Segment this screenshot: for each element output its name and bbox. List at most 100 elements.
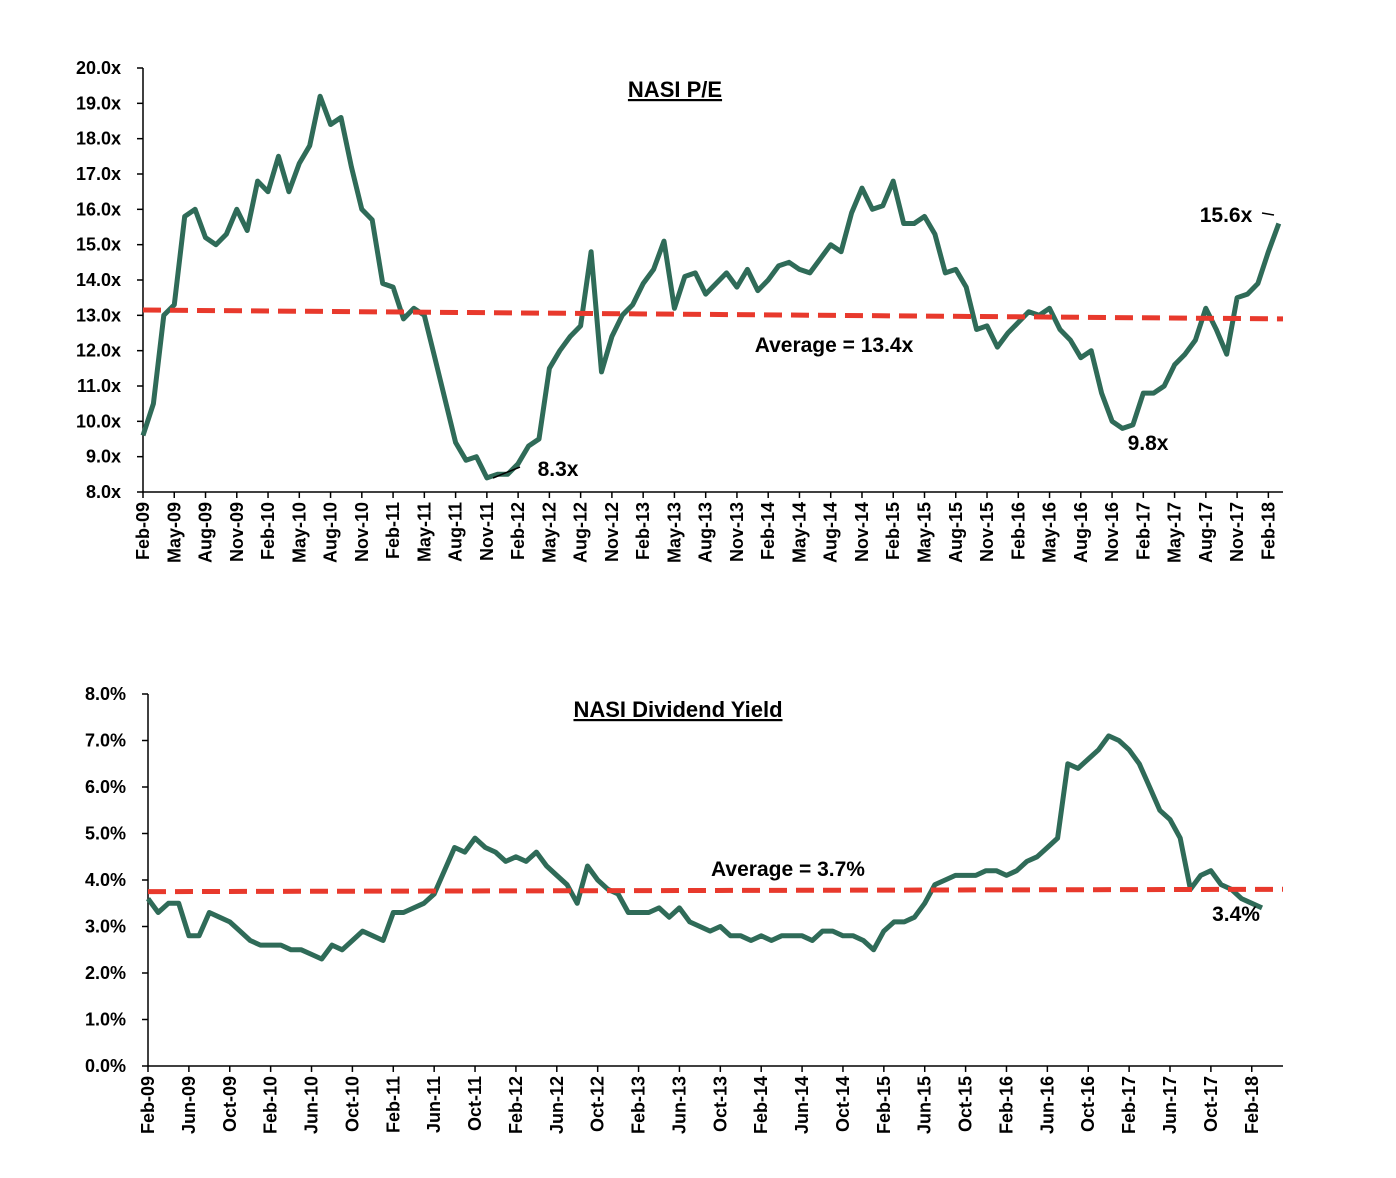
x-tick-label: Feb-16 <box>1008 502 1028 560</box>
y-tick-label: 12.0x <box>76 341 121 361</box>
y-tick-label: 17.0x <box>76 164 121 184</box>
y-tick-label: 5.0% <box>85 824 126 844</box>
x-tick-label: Jun-11 <box>424 1076 444 1133</box>
y-tick-label: 6.0% <box>85 777 126 797</box>
y-tick-label: 0.0% <box>85 1056 126 1076</box>
x-tick-label: May-17 <box>1165 502 1185 563</box>
x-tick-label: Nov-11 <box>477 502 497 561</box>
x-tick-label: Oct-13 <box>710 1076 730 1132</box>
x-tick-label: Jun-17 <box>1160 1076 1180 1134</box>
y-tick-label: 7.0% <box>85 731 126 751</box>
x-tick-label: Feb-17 <box>1133 502 1153 560</box>
x-tick-label: Aug-12 <box>571 502 591 563</box>
x-tick-label: Jun-10 <box>302 1076 322 1134</box>
x-tick-label: Jun-13 <box>669 1076 689 1134</box>
annotation-leader <box>492 466 521 479</box>
data-line <box>145 733 1264 962</box>
y-tick-label: 2.0% <box>85 963 126 983</box>
x-tick-label: Nov-13 <box>727 502 747 562</box>
x-tick-label: Feb-16 <box>996 1076 1016 1134</box>
y-tick-label: 13.0x <box>76 305 121 325</box>
x-tick-label: Feb-17 <box>1119 1076 1139 1134</box>
x-tick-label: Oct-14 <box>833 1076 853 1132</box>
y-tick-label: 18.0x <box>76 129 121 149</box>
x-tick-label: Nov-14 <box>852 502 872 562</box>
x-tick-label: Aug-17 <box>1196 502 1216 563</box>
x-tick-label: Feb-15 <box>883 502 903 560</box>
y-tick-label: 3.0% <box>85 917 126 937</box>
y-tick-label: 8.0% <box>85 684 126 704</box>
average-line <box>142 307 1284 322</box>
average-label: Average = 3.7% <box>711 858 865 881</box>
x-tick-label: Feb-14 <box>751 1076 771 1134</box>
average-label: Average = 13.4x <box>755 334 914 357</box>
x-tick-label: Jun-09 <box>179 1076 199 1134</box>
annotation: 9.8x <box>1128 432 1169 455</box>
y-tick-label: 19.0x <box>76 93 121 113</box>
x-tick-label: Nov-10 <box>352 502 372 562</box>
x-tick-label: Jun-14 <box>792 1076 812 1134</box>
x-tick-label: Nov-16 <box>1102 502 1122 562</box>
x-tick-label: May-10 <box>289 502 309 563</box>
y-tick-label: 15.0x <box>76 235 121 255</box>
y-tick-label: 16.0x <box>76 199 121 219</box>
x-tick-label: Jun-16 <box>1037 1076 1057 1134</box>
x-tick-label: Jun-12 <box>547 1076 567 1134</box>
x-tick-label: Feb-13 <box>633 502 653 560</box>
x-tick-label: Feb-09 <box>138 1076 158 1134</box>
x-tick-label: Oct-09 <box>220 1076 240 1132</box>
x-tick-label: Feb-15 <box>874 1076 894 1134</box>
x-tick-label: Feb-13 <box>629 1076 649 1134</box>
chart-title: NASI P/E <box>628 77 722 102</box>
data-line <box>140 93 1282 481</box>
x-tick-label: Feb-18 <box>1258 502 1278 560</box>
x-tick-label: Nov-15 <box>977 502 997 562</box>
x-tick-label: Nov-09 <box>227 502 247 562</box>
x-tick-label: Aug-09 <box>196 502 216 563</box>
x-tick-label: Oct-15 <box>956 1076 976 1132</box>
y-tick-label: 4.0% <box>85 870 126 890</box>
x-tick-label: May-12 <box>539 502 559 563</box>
x-tick-label: Oct-12 <box>588 1076 608 1132</box>
y-tick-label: 9.0x <box>86 447 121 467</box>
x-tick-label: Oct-17 <box>1201 1076 1221 1132</box>
x-tick-label: Aug-14 <box>821 502 841 563</box>
y-tick-label: 20.0x <box>76 58 121 78</box>
x-tick-label: Aug-10 <box>321 502 341 563</box>
chart-title: NASI Dividend Yield <box>573 697 782 722</box>
y-tick-label: 14.0x <box>76 270 121 290</box>
x-tick-label: Feb-12 <box>506 1076 526 1134</box>
x-tick-label: May-14 <box>789 502 809 563</box>
x-tick-label: May-15 <box>915 502 935 563</box>
x-tick-label: Feb-11 <box>383 502 403 559</box>
y-tick-label: 11.0x <box>77 376 121 396</box>
x-tick-label: May-13 <box>664 502 684 563</box>
x-tick-label: Aug-13 <box>696 502 716 563</box>
x-tick-label: Oct-10 <box>342 1076 362 1132</box>
x-tick-label: Feb-12 <box>508 502 528 560</box>
x-tick-label: Feb-11 <box>383 1076 403 1133</box>
x-tick-label: Jun-15 <box>915 1076 935 1134</box>
x-tick-label: Feb-14 <box>758 502 778 560</box>
y-tick-label: 1.0% <box>85 1010 126 1030</box>
annotation: 15.6x <box>1200 204 1253 227</box>
y-tick-label: 8.0x <box>86 482 121 502</box>
x-tick-label: Aug-15 <box>946 502 966 563</box>
annotation: 8.3x <box>538 458 579 481</box>
x-tick-label: Oct-11 <box>465 1076 485 1131</box>
x-tick-label: Feb-09 <box>133 502 153 560</box>
x-tick-label: Nov-12 <box>602 502 622 562</box>
x-tick-label: Feb-10 <box>261 1076 281 1134</box>
x-tick-label: Feb-18 <box>1242 1076 1262 1134</box>
y-tick-label: 10.0x <box>76 411 121 431</box>
x-tick-label: Feb-10 <box>258 502 278 560</box>
x-tick-label: May-11 <box>414 502 434 562</box>
x-tick-label: May-09 <box>164 502 184 563</box>
x-tick-label: Nov-17 <box>1227 502 1247 562</box>
annotation: 3.4% <box>1212 903 1260 926</box>
average-line <box>147 886 1284 895</box>
x-tick-label: Aug-11 <box>446 502 466 562</box>
x-tick-label: Oct-16 <box>1078 1076 1098 1132</box>
